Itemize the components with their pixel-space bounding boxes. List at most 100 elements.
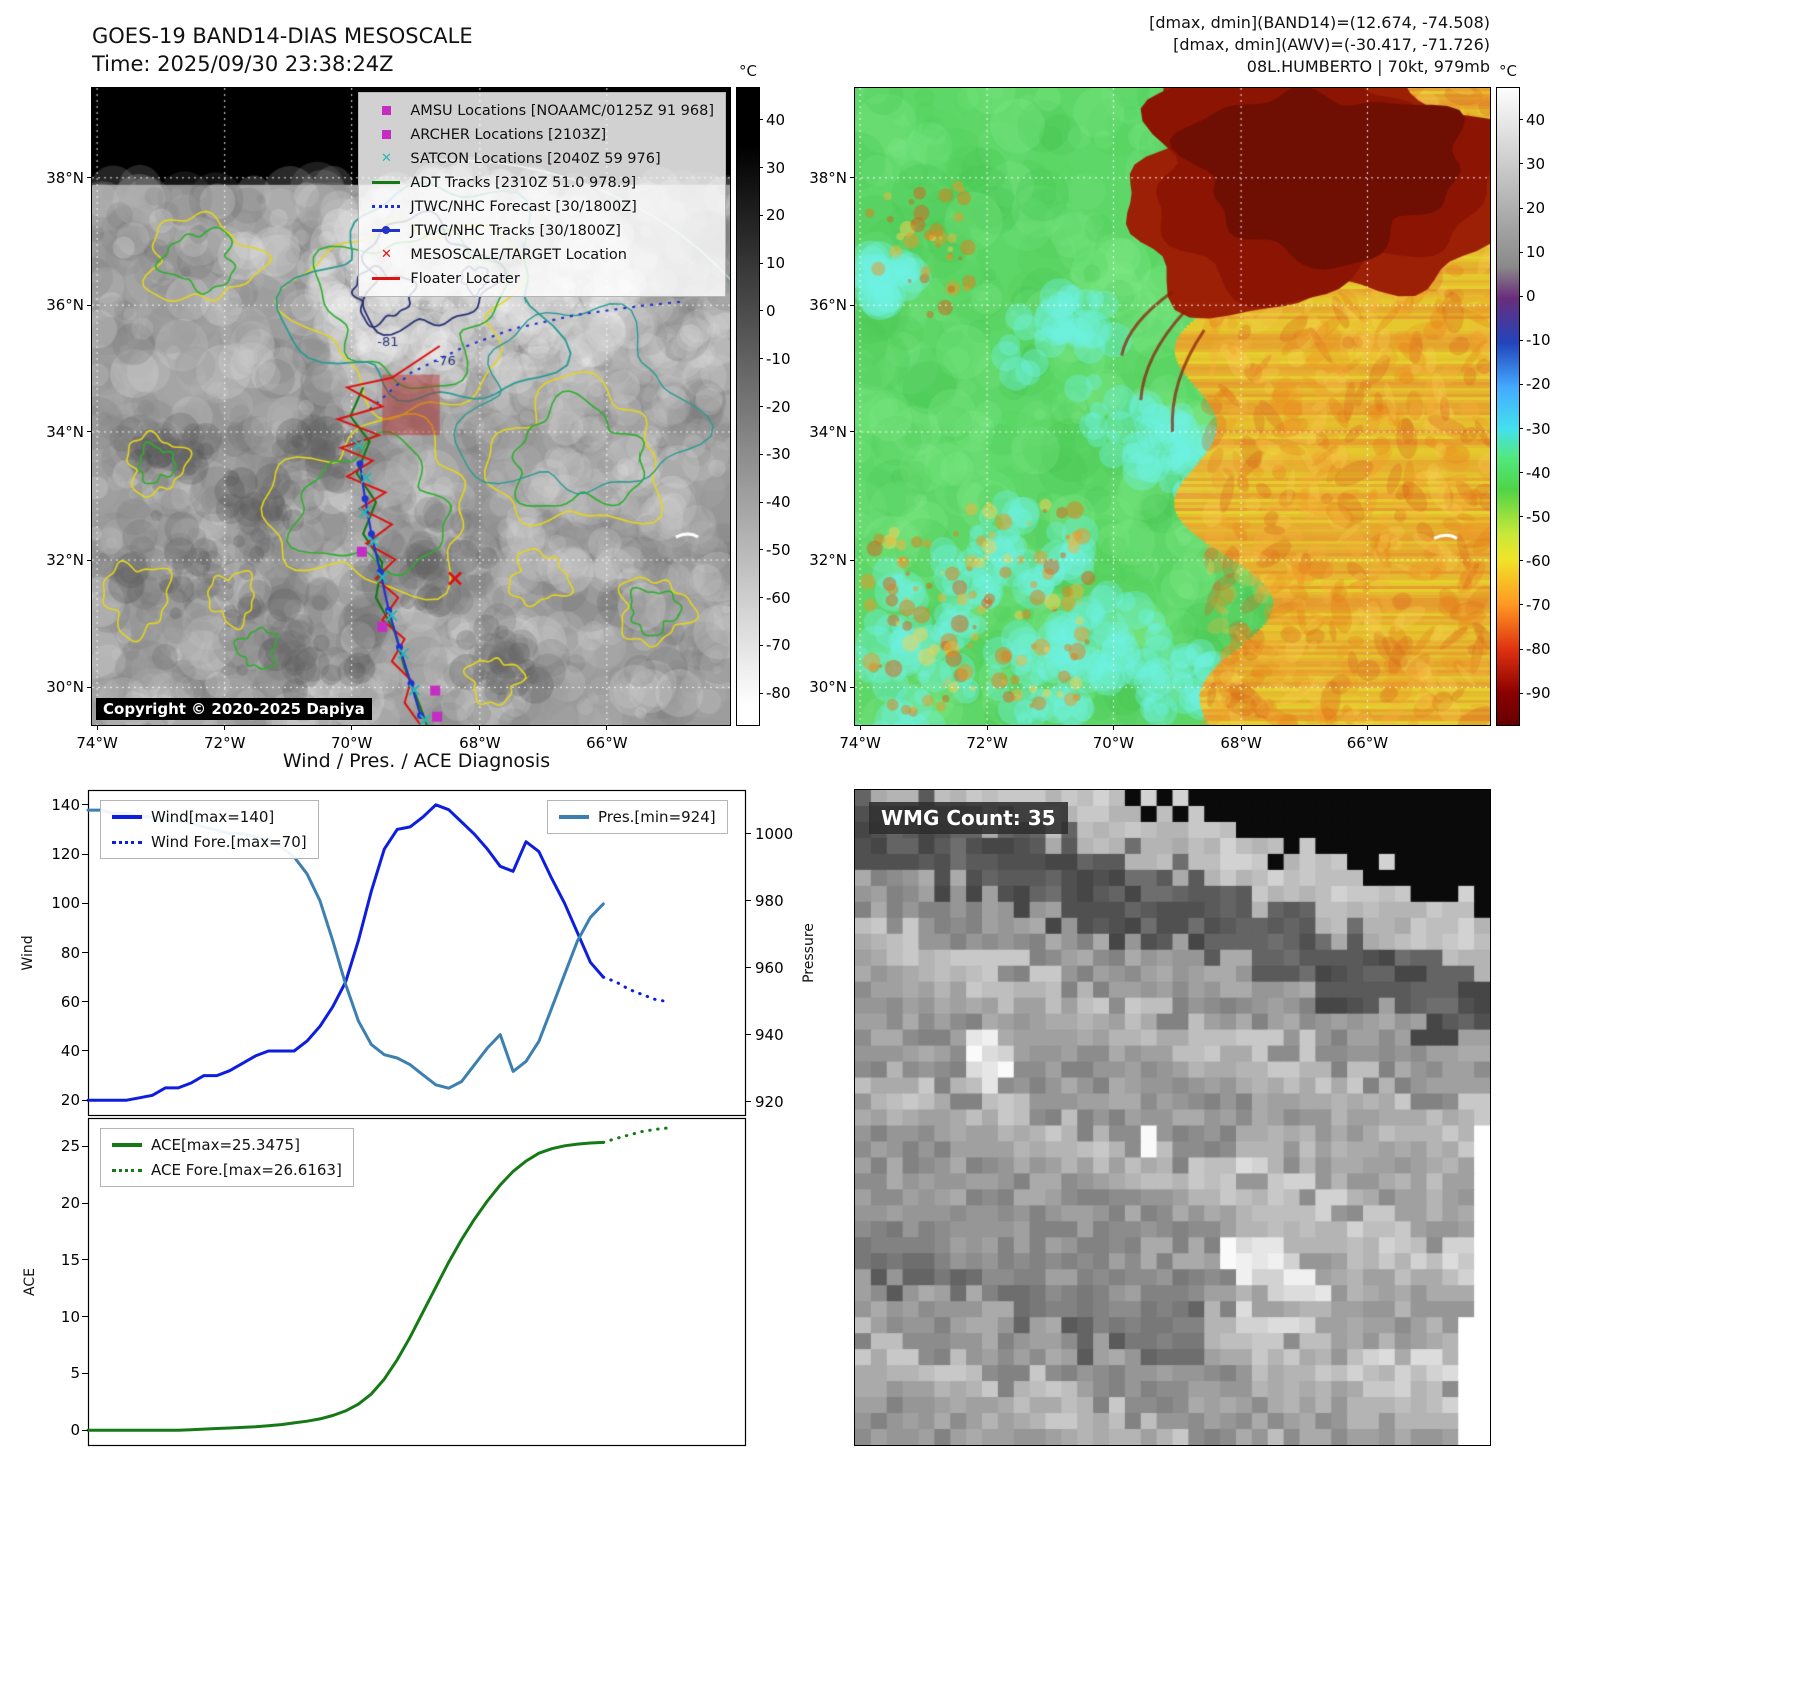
wind-pressure-ytick-right-label: 940: [755, 1025, 784, 1044]
ace-ytick-label: 15: [60, 1250, 80, 1269]
wind-pressure-ytick-right-label: 980: [755, 891, 784, 910]
marker-glyph: [381, 130, 391, 139]
wind-pressure-ytick: [82, 1001, 88, 1003]
colorbar-tick: [759, 119, 763, 121]
lon-tick: [351, 725, 353, 730]
marker-glyph: [372, 181, 401, 184]
marker-glyph: [381, 106, 391, 115]
colorbar-tick-label: -30: [1526, 419, 1551, 438]
colorbar-tick-label: 0: [766, 301, 776, 320]
marker-glyph: ✕: [380, 247, 392, 262]
colorbar-tick: [759, 358, 763, 360]
wind-pressure-ytick-right: [745, 967, 751, 969]
legend-item-label: SATCON Locations [2040Z 59 976]: [410, 150, 661, 167]
colorbar-tick-label: 40: [766, 110, 786, 129]
lat-tick-label: 38°N: [809, 168, 847, 187]
lat-tick-label: 34°N: [809, 422, 847, 441]
lat-tick: [87, 177, 92, 179]
band14-title: GOES-19 BAND14-DIAS MESOSCALE: [92, 24, 473, 48]
wind-pressure-ytick: [82, 804, 88, 806]
lat-tick-label: 36°N: [46, 296, 84, 315]
wind-pressure-ytick-label: 120: [51, 845, 80, 863]
stats-awv: [dmax, dmin](AWV)=(-30.417, -71.726): [1173, 35, 1490, 54]
legend-item-label: ARCHER Locations [2103Z]: [410, 126, 607, 143]
chart-legend-label: ACE Fore.[max=26.6163]: [151, 1161, 342, 1179]
lon-tick-label: 74°W: [76, 734, 118, 752]
line-dot-marker-icon: [370, 226, 402, 234]
lat-tick-label: 36°N: [809, 296, 847, 315]
wind-pressure-ytick-right-label: 1000: [755, 824, 794, 843]
legend-item: ✕ SATCON Locations [2040Z 59 976]: [370, 149, 714, 168]
colorbar-tick-label: -40: [1526, 463, 1551, 482]
square-marker-icon: [370, 130, 402, 139]
colorbar-tick: [759, 597, 763, 599]
awv-satellite-canvas: [855, 88, 1490, 725]
wind-pressure-ytick-right: [745, 1034, 751, 1036]
marker-glyph: [372, 205, 401, 208]
chart-legend-item: Wind[max=140]: [112, 808, 307, 826]
lat-tick-label: 34°N: [46, 422, 84, 441]
dotted-line-sample-icon: [112, 840, 142, 844]
legend-item: ARCHER Locations [2103Z]: [370, 125, 714, 144]
legend-item-label: Floater Locater: [410, 270, 520, 287]
colorbar-tick: [759, 692, 763, 694]
lon-tick: [224, 725, 226, 730]
wind-pressure-ytick-label: 40: [60, 1041, 80, 1060]
solid-line-sample-icon: [112, 1143, 142, 1147]
lon-tick: [606, 725, 608, 730]
colorbar-tick-label: 0: [1526, 287, 1536, 306]
ace-ytick: [82, 1316, 88, 1318]
legend-item-label: ADT Tracks [2310Z 51.0 978.9]: [410, 174, 637, 191]
lat-tick: [850, 559, 855, 561]
marker-glyph: [372, 277, 401, 280]
band14-time: Time: 2025/09/30 23:38:24Z: [92, 52, 394, 76]
colorbar-tick: [1519, 604, 1523, 606]
lat-tick: [850, 686, 855, 688]
lon-tick-label: 66°W: [1346, 734, 1389, 752]
ace-ytick-label: 25: [60, 1137, 80, 1156]
lon-tick-label: 70°W: [330, 734, 373, 752]
lon-tick-label: 68°W: [1220, 734, 1262, 752]
colorbar-tick: [1519, 560, 1523, 562]
ace-ytick: [82, 1372, 88, 1374]
legend-item: AMSU Locations [NOAAMC/0125Z 91 968]: [370, 101, 714, 120]
ace-ytick: [82, 1429, 88, 1431]
colorbar-tick: [1519, 251, 1523, 253]
wmg-panel: WMG Count: 35: [854, 789, 1491, 1446]
colorbar-tick-label: -80: [766, 684, 791, 703]
chart-legend-item: ACE[max=25.3475]: [112, 1136, 342, 1154]
wind-axis-label: Wind: [20, 934, 36, 971]
lat-tick: [87, 686, 92, 688]
awv-colorbar: [1496, 87, 1520, 726]
legend-item: ADT Tracks [2310Z 51.0 978.9]: [370, 173, 714, 192]
lat-tick-label: 38°N: [46, 168, 84, 187]
ace-axis-label: ACE: [22, 1267, 38, 1296]
lon-tick-label: 72°W: [203, 734, 246, 752]
ace-ytick-label: 5: [70, 1364, 80, 1383]
chart-legend-label: ACE[max=25.3475]: [151, 1136, 300, 1154]
legend-item: JTWC/NHC Tracks [30/1800Z]: [370, 221, 714, 240]
lon-tick: [1112, 725, 1114, 730]
colorbar-tick: [759, 549, 763, 551]
chart-legend-item: Pres.[min=924]: [559, 808, 716, 826]
colorbar-tick-label: -30: [766, 445, 791, 464]
dotted-line-marker-icon: [370, 205, 402, 208]
ace-ytick-label: 0: [70, 1421, 80, 1440]
colorbar-tick-label: 40: [1526, 110, 1546, 129]
colorbar-tick-label: 10: [1526, 243, 1546, 262]
marker-glyph: [372, 226, 401, 234]
lat-tick: [87, 559, 92, 561]
colorbar-tick-label: -20: [1526, 375, 1551, 394]
wind-pressure-ytick: [82, 853, 88, 855]
colorbar-tick: [1519, 516, 1523, 518]
wind-pressure-ytick-label: 60: [60, 992, 80, 1011]
wind-pressure-ytick: [82, 1050, 88, 1052]
legend-item: JTWC/NHC Forecast [30/1800Z]: [370, 197, 714, 216]
ace-legend: ACE[max=25.3475] ACE Fore.[max=26.6163]: [100, 1128, 354, 1187]
ace-series-ace: [86, 1140, 605, 1432]
colorbar-tick-label: 10: [766, 254, 786, 273]
line-marker-icon: [370, 181, 402, 184]
colorbar-tick-label: -20: [766, 397, 791, 416]
lon-tick-label: 66°W: [586, 734, 628, 752]
legend-item: ✕ MESOSCALE/TARGET Location: [370, 245, 714, 264]
